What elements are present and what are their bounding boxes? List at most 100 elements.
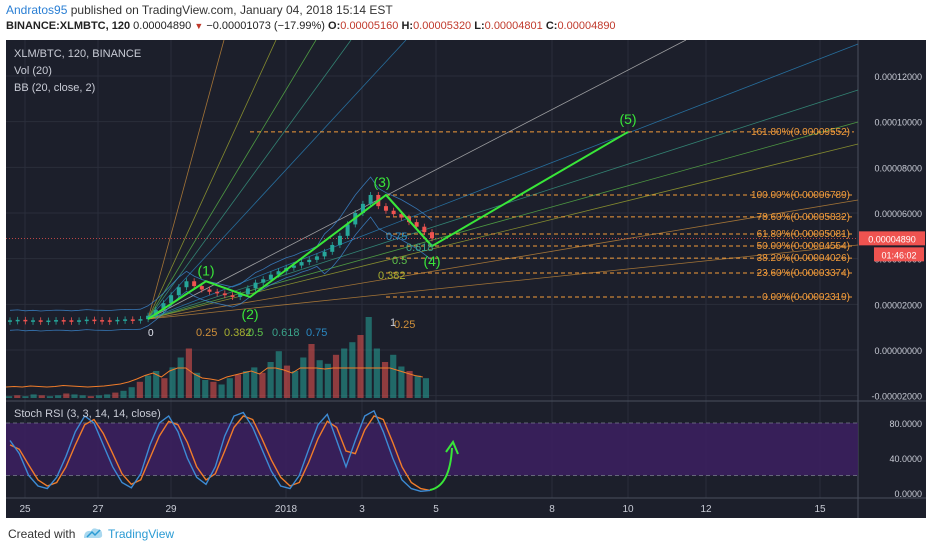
candle-body <box>92 319 97 322</box>
volume-bar <box>226 378 233 398</box>
candle-body <box>31 320 36 322</box>
low-label: L: <box>474 20 485 32</box>
fib-level-label: 100.00%(0.00006789) <box>751 190 850 201</box>
time-tick-label: 29 <box>165 504 177 515</box>
gann-fan-label: 0.75 <box>386 231 407 243</box>
price-tick-label: 0.00012000 <box>874 72 922 82</box>
volume-bar <box>390 354 397 398</box>
volume-bar <box>300 357 307 398</box>
candle-body <box>414 222 419 227</box>
volume-legend[interactable]: Vol (20) <box>14 65 52 77</box>
gann-fan-line <box>147 43 859 320</box>
wave-label: (5) <box>619 111 636 127</box>
volume-bar <box>14 395 21 398</box>
volume-bar <box>414 375 421 398</box>
gann-fan-label: 0.5 <box>248 327 263 339</box>
candle-body <box>77 320 82 322</box>
bollinger-lower <box>9 216 433 332</box>
bollinger-upper <box>9 176 433 312</box>
created-with-label: Created with <box>8 527 76 541</box>
fib-level-label: 38.20%(0.00004026) <box>757 253 850 264</box>
gann-fan-label: 0.382 <box>378 270 406 282</box>
candle-body <box>46 320 51 323</box>
volume-bar <box>193 372 201 398</box>
candle-body <box>291 265 296 268</box>
price-tick-label: -0.00002000 <box>871 392 922 402</box>
candle-body <box>8 320 12 322</box>
volume-bar <box>406 371 413 398</box>
volume-bar <box>267 362 274 398</box>
high-value: 0.00005320 <box>413 20 472 32</box>
gann-fan-line <box>147 40 317 320</box>
wave-label: (1) <box>197 262 214 278</box>
wave-label: (3) <box>373 174 390 190</box>
volume-bar <box>6 396 13 398</box>
time-tick-label: 27 <box>92 504 104 515</box>
time-tick-label: 12 <box>700 504 712 515</box>
rsi-tick-label: 40.0000 <box>889 454 922 464</box>
candle-body <box>84 319 89 322</box>
candle-body <box>276 271 281 275</box>
price-tick-label: 0.00008000 <box>874 163 922 173</box>
candle-body <box>307 259 312 263</box>
gann-fan-label: 0.25 <box>394 319 415 331</box>
time-tick-label: 8 <box>549 504 555 515</box>
volume-bar <box>218 384 225 398</box>
volume-bar <box>30 394 37 398</box>
time-tick-label: 10 <box>622 504 634 515</box>
volume-bar <box>63 393 70 398</box>
author-link[interactable]: Andratos95 <box>6 3 68 17</box>
gann-fan-line <box>147 244 859 320</box>
volume-bar <box>55 395 62 398</box>
volume-bar <box>243 371 250 398</box>
tradingview-brand-link[interactable]: TradingView <box>108 527 175 541</box>
volume-bar <box>177 357 184 398</box>
gann-fan-label: 0.618 <box>406 242 434 254</box>
gann-fan-label: 0.5 <box>392 255 407 267</box>
volume-bar <box>341 348 348 398</box>
candle-body <box>207 289 212 292</box>
stoch-rsi-band <box>6 423 858 476</box>
volume-bar <box>153 371 160 398</box>
volume-bar <box>104 394 111 398</box>
wave-label: (4) <box>423 253 440 269</box>
bollinger-legend[interactable]: BB (20, close, 2) <box>14 82 96 94</box>
candle-body <box>430 232 434 239</box>
rsi-up-arrow <box>429 447 453 491</box>
candle-body <box>399 214 404 218</box>
volume-bar <box>120 390 127 398</box>
price-chart-svg[interactable]: 0.00012000 0.00010000 0.00008000 0.00006000… <box>6 40 926 518</box>
volume-bar <box>202 380 209 398</box>
candle-body <box>337 235 342 245</box>
fib-level-label: 78.60%(0.00005832) <box>757 212 850 223</box>
volume-bar <box>373 348 380 398</box>
stoch-rsi-legend[interactable]: Stoch RSI (3, 3, 14, 14, close) <box>14 408 161 420</box>
chart-area[interactable]: 0.00012000 0.00010000 0.00008000 0.00006000… <box>6 40 926 518</box>
wave-4-leg <box>385 194 433 247</box>
candle-body <box>130 319 135 321</box>
candle-body <box>184 281 189 288</box>
candle-body <box>38 320 43 322</box>
volume-bar <box>71 394 78 398</box>
fib-level-label: 161.80%(0.00009552) <box>751 127 850 138</box>
candle-body <box>146 315 151 320</box>
candle-body <box>192 281 197 287</box>
candle-body <box>391 210 396 215</box>
candle-body <box>322 251 327 257</box>
fib-level-label: 23.60%(0.00003374) <box>757 268 850 279</box>
candle-body <box>23 319 28 322</box>
price-tick-label: 0.00000000 <box>874 346 922 356</box>
pair-legend[interactable]: XLM/BTC, 120, BINANCE <box>14 48 142 60</box>
volume-bar <box>422 378 429 398</box>
volume-bar <box>283 365 291 398</box>
candle-body <box>138 319 143 321</box>
gann-fan-line <box>147 143 859 320</box>
volume-bar <box>251 367 258 398</box>
current-price-badge <box>859 231 925 246</box>
gann-fan-label: 0.618 <box>272 327 300 339</box>
current-price-text: 0.00004890 <box>868 234 916 244</box>
candle-body <box>330 244 335 252</box>
stoch-rsi-k-line <box>9 409 431 493</box>
volume-bar <box>308 344 315 398</box>
time-tick-label: 25 <box>19 504 31 515</box>
